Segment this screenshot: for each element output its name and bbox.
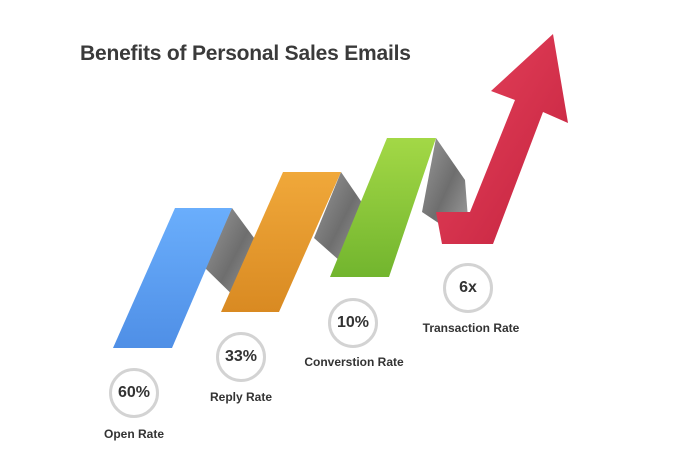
stat-value: 33%: [224, 348, 258, 365]
ribbon-segment-red-arrow: [436, 34, 568, 244]
stat-label-conversion-rate: Converstion Rate: [304, 355, 404, 369]
stat-circle-conversion-rate: 10%: [328, 298, 378, 348]
stat-circle-reply-rate: 33%: [216, 332, 266, 382]
stat-value: 60%: [117, 384, 151, 401]
ribbon-segment-blue: [113, 208, 232, 348]
stat-label-transaction-rate: Transaction Rate: [422, 321, 520, 335]
stat-circle-open-rate: 60%: [109, 368, 159, 418]
page-title: Benefits of Personal Sales Emails: [80, 42, 411, 65]
stat-value: 10%: [336, 314, 370, 331]
stat-value: 6x: [459, 279, 477, 296]
stat-circle-transaction-rate: 6x: [443, 263, 493, 313]
ribbon-segment-green: [330, 138, 436, 277]
stat-label-reply-rate: Reply Rate: [209, 390, 273, 404]
ribbon-segment-orange: [221, 172, 341, 312]
stat-label-open-rate: Open Rate: [103, 427, 165, 441]
